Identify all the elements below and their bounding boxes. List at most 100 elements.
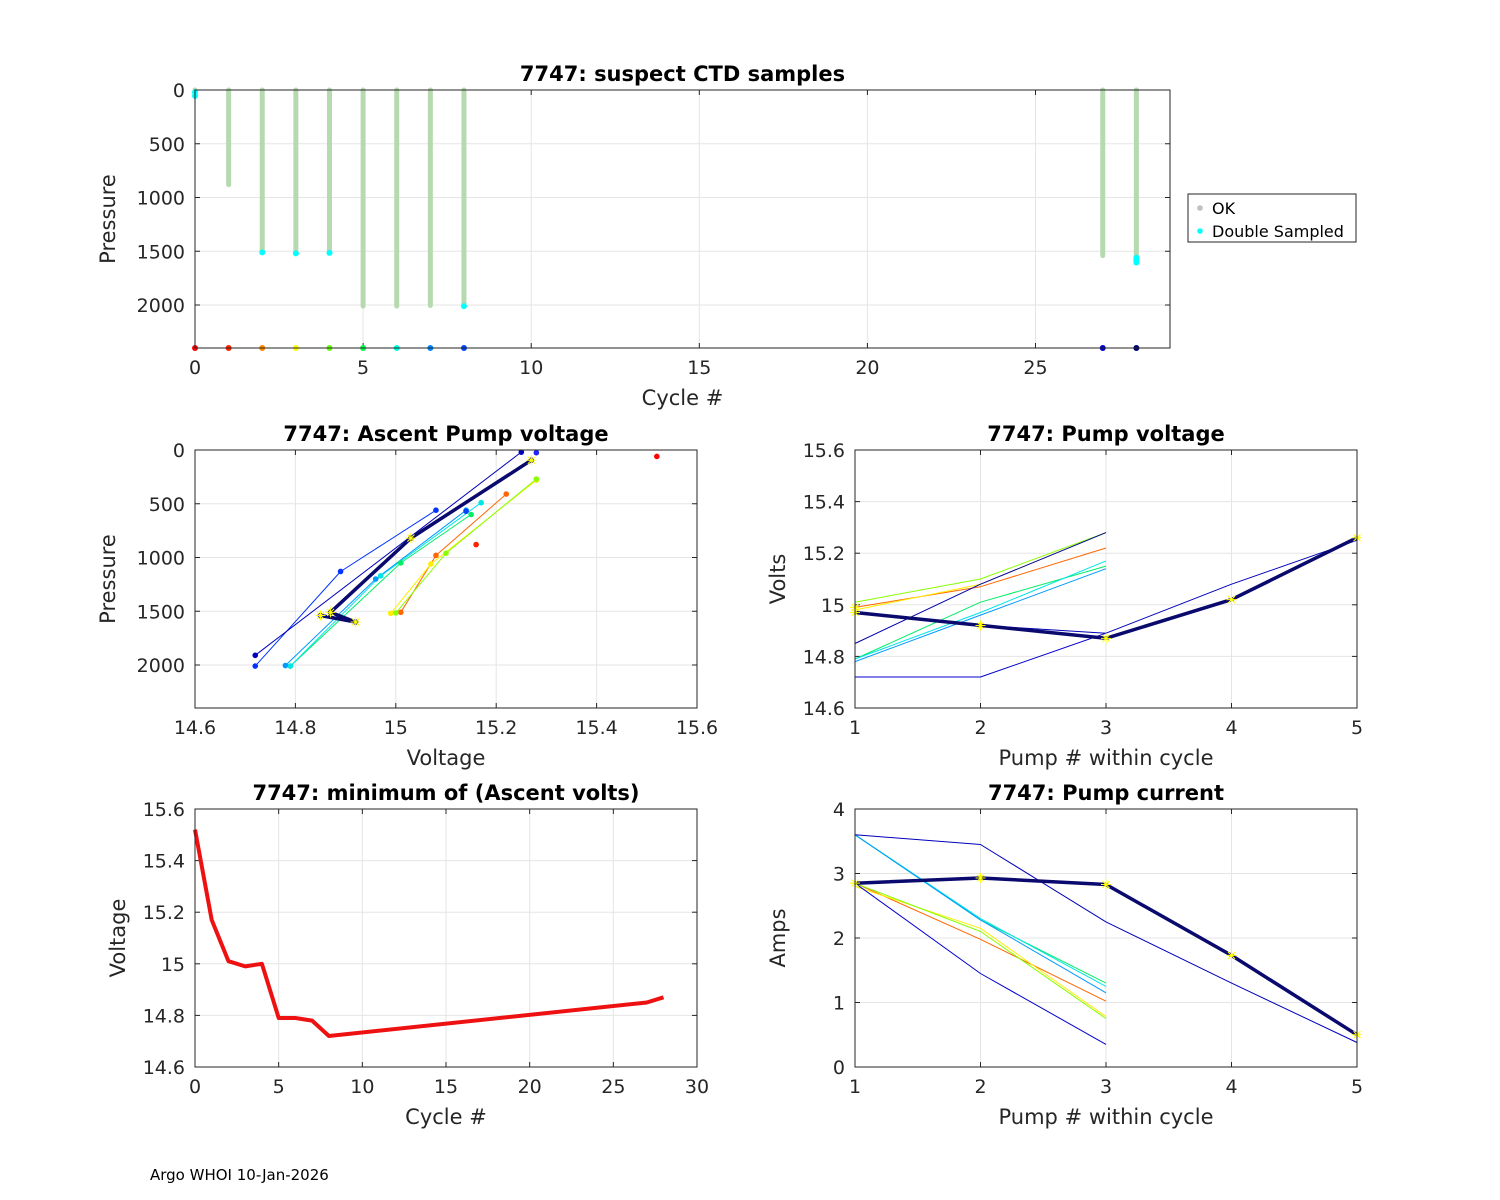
series-line: [854, 568, 1107, 663]
y-tick-label: 2000: [137, 655, 185, 677]
series-line: [854, 532, 1107, 644]
y-tick-label: 15.6: [803, 440, 845, 462]
y-tick-label: 14.6: [803, 698, 845, 720]
data-point: [468, 511, 474, 518]
x-tick-label: 1: [849, 717, 861, 739]
double-sampled-point: [326, 249, 333, 256]
series-line: [254, 451, 522, 656]
series-line: [854, 834, 1107, 994]
double-sampled-point: [1133, 259, 1140, 266]
chart-minv: 0 5 10 15 20 25 30 14.6 14.8 15 15.2 15.4 15.6 7747: …: [106, 781, 709, 1129]
series-line: [854, 532, 1107, 603]
y-tick-label: 0: [833, 1057, 845, 1079]
chart-title: 7747: minimum of (Ascent volts): [252, 781, 639, 805]
chart-ascent: 14.6 14.8 15 15.2 15.4 15.6 0 500 1000 1500 2000 77…: [96, 422, 718, 770]
data-point: [387, 610, 394, 617]
x-axis-label: Cycle #: [405, 1105, 487, 1129]
data-point: [473, 541, 479, 548]
y-axis-label: Pressure: [96, 174, 120, 264]
series-line: [854, 834, 1358, 1043]
y-tick-label: 14.8: [143, 1005, 185, 1027]
y-axis-label: Volts: [766, 554, 790, 605]
series-line: [854, 885, 1107, 1018]
x-tick-label: 0: [189, 1076, 201, 1098]
footer-credit: Argo WHOI 10-Jan-2026: [150, 1166, 329, 1184]
chart-title: 7747: Pump voltage: [987, 422, 1225, 446]
data-point: [654, 453, 660, 460]
y-tick-label: 15.4: [803, 492, 845, 514]
y-tick-label: 0: [173, 80, 185, 102]
series-line: [193, 829, 665, 1038]
star-marker: [405, 533, 416, 544]
chart-title: 7747: Ascent Pump voltage: [283, 422, 608, 446]
double-sampled-point: [292, 250, 299, 257]
x-tick-label: 14.6: [174, 717, 216, 739]
data-point: [398, 560, 404, 566]
axes-frame: [854, 449, 1358, 709]
star-marker: [975, 873, 986, 884]
x-tick-label: 1: [849, 1076, 861, 1098]
star-marker: [526, 455, 537, 466]
data-point: [398, 609, 404, 616]
x-tick-label: 4: [1225, 717, 1237, 739]
x-tick-label: 15: [384, 717, 408, 739]
axes-frame: [854, 808, 1358, 1068]
series-line: [854, 882, 1107, 1002]
data-point: [478, 499, 484, 506]
series-line: [855, 632, 1107, 678]
star-marker: [1101, 633, 1111, 644]
series-line: [854, 882, 1107, 1045]
double-sampled-point: [259, 249, 266, 256]
star-marker: [325, 607, 336, 618]
y-tick-label: 500: [149, 494, 185, 516]
data-point: [287, 663, 294, 669]
y-axis-label: Amps: [766, 908, 790, 967]
series-line: [854, 547, 1107, 608]
y-tick-label: 15: [821, 595, 845, 617]
x-axis-label: Pump # within cycle: [999, 746, 1214, 770]
x-tick-label: 10: [519, 357, 543, 379]
y-tick-label: 15.2: [143, 902, 185, 924]
x-tick-label: 20: [518, 1076, 542, 1098]
legend-marker: [1197, 205, 1203, 211]
y-tick-label: 0: [173, 440, 185, 462]
y-tick-label: 15.6: [143, 799, 185, 821]
legend: OK Double Sampled: [1187, 193, 1357, 243]
x-tick-label: 5: [357, 357, 369, 379]
y-tick-label: 500: [149, 134, 185, 156]
y-tick-label: 1500: [137, 241, 185, 263]
x-tick-label: 30: [685, 1076, 709, 1098]
x-axis-label: Voltage: [407, 746, 486, 770]
x-tick-label: 14.8: [274, 717, 316, 739]
x-tick-label: 5: [1351, 1076, 1363, 1098]
legend-label: Double Sampled: [1212, 222, 1344, 241]
chart-title: 7747: suspect CTD samples: [520, 62, 845, 86]
x-tick-label: 5: [1351, 717, 1363, 739]
chart-title: 7747: Pump current: [988, 781, 1224, 805]
x-tick-label: 2: [974, 1076, 986, 1098]
data-point: [337, 568, 344, 575]
x-tick-label: 5: [273, 1076, 285, 1098]
data-point: [433, 552, 439, 559]
axes-frame: [194, 808, 698, 1068]
plot-area: [195, 450, 697, 708]
y-tick-label: 2: [833, 928, 845, 950]
series-line: [854, 560, 1107, 660]
data-point: [463, 508, 469, 515]
y-tick-label: 1000: [137, 188, 185, 210]
star-marker: [350, 617, 361, 627]
data-point: [443, 550, 449, 556]
data-point: [533, 449, 540, 456]
y-tick-label: 1500: [137, 601, 185, 623]
x-tick-label: 0: [189, 357, 201, 379]
data-point: [393, 610, 399, 616]
x-tick-label: 3: [1100, 1076, 1112, 1098]
data-point: [252, 663, 259, 669]
y-tick-label: 15.2: [803, 543, 845, 565]
data-point: [372, 576, 379, 582]
x-tick-label: 10: [350, 1076, 374, 1098]
legend-marker: [1197, 228, 1203, 234]
y-tick-label: 14.6: [143, 1057, 185, 1079]
x-tick-label: 4: [1225, 1076, 1237, 1098]
x-tick-label: 2: [974, 717, 986, 739]
